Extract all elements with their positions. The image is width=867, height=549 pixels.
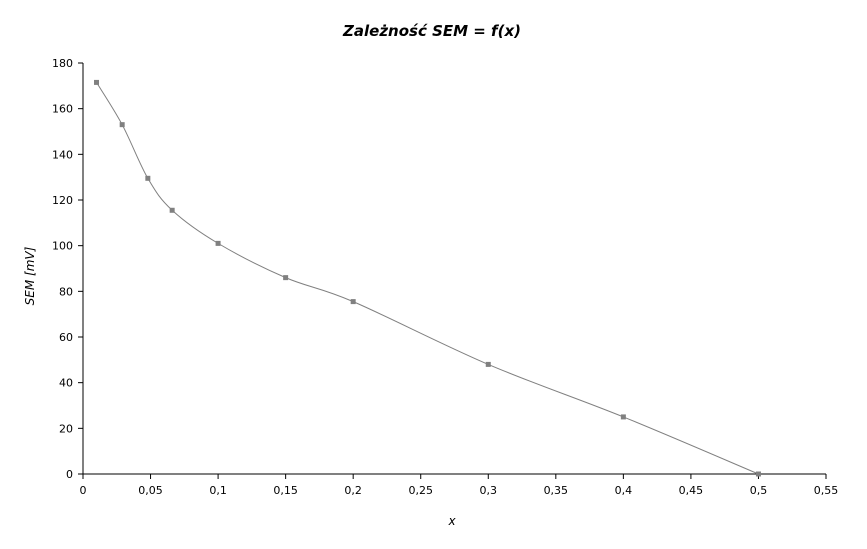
data-point — [169, 207, 175, 213]
data-point — [620, 414, 626, 420]
y-tick-label: 80 — [59, 285, 73, 298]
y-tick-label: 20 — [59, 422, 73, 435]
y-tick-label: 60 — [59, 331, 73, 344]
data-point — [485, 361, 491, 367]
x-tick-label: 0,1 — [209, 484, 227, 497]
data-point — [283, 275, 289, 281]
y-axis-ticks: 0 20 40 60 80 100 120 140 160 180 — [52, 57, 83, 481]
x-tick-label: 0,55 — [814, 484, 839, 497]
y-tick-label: 40 — [59, 377, 73, 390]
series-line — [96, 82, 759, 475]
data-point — [145, 175, 151, 181]
x-tick-label: 0,3 — [480, 484, 498, 497]
x-tick-label: 0,05 — [138, 484, 163, 497]
x-tick-label: 0,15 — [273, 484, 298, 497]
y-tick-label: 160 — [52, 103, 73, 116]
series-layer — [94, 79, 761, 477]
chart-title: Zależność SEM = f(x) — [342, 22, 521, 40]
x-axis-ticks: 0 0,05 0,1 0,15 0,2 0,25 0,3 0,35 0,4 0,45 0,5 0,55 — [80, 474, 839, 497]
y-tick-label: 120 — [52, 194, 73, 207]
x-tick-label: 0,45 — [679, 484, 704, 497]
data-point — [119, 122, 125, 128]
y-tick-label: 100 — [52, 240, 73, 253]
x-axis-label: x — [447, 514, 456, 528]
data-point — [350, 299, 356, 305]
data-point — [215, 240, 221, 246]
y-tick-label: 180 — [52, 57, 73, 70]
data-point — [755, 471, 761, 477]
x-tick-label: 0,4 — [615, 484, 633, 497]
x-tick-label: 0 — [80, 484, 87, 497]
x-tick-label: 0,2 — [344, 484, 362, 497]
data-point — [94, 79, 100, 85]
y-tick-label: 140 — [52, 148, 73, 161]
x-tick-label: 0,5 — [750, 484, 768, 497]
x-tick-label: 0,25 — [408, 484, 433, 497]
axes — [82, 63, 826, 475]
x-tick-label: 0,35 — [544, 484, 569, 497]
y-axis-label: SEM [mV] — [23, 246, 37, 305]
y-tick-label: 0 — [66, 468, 73, 481]
